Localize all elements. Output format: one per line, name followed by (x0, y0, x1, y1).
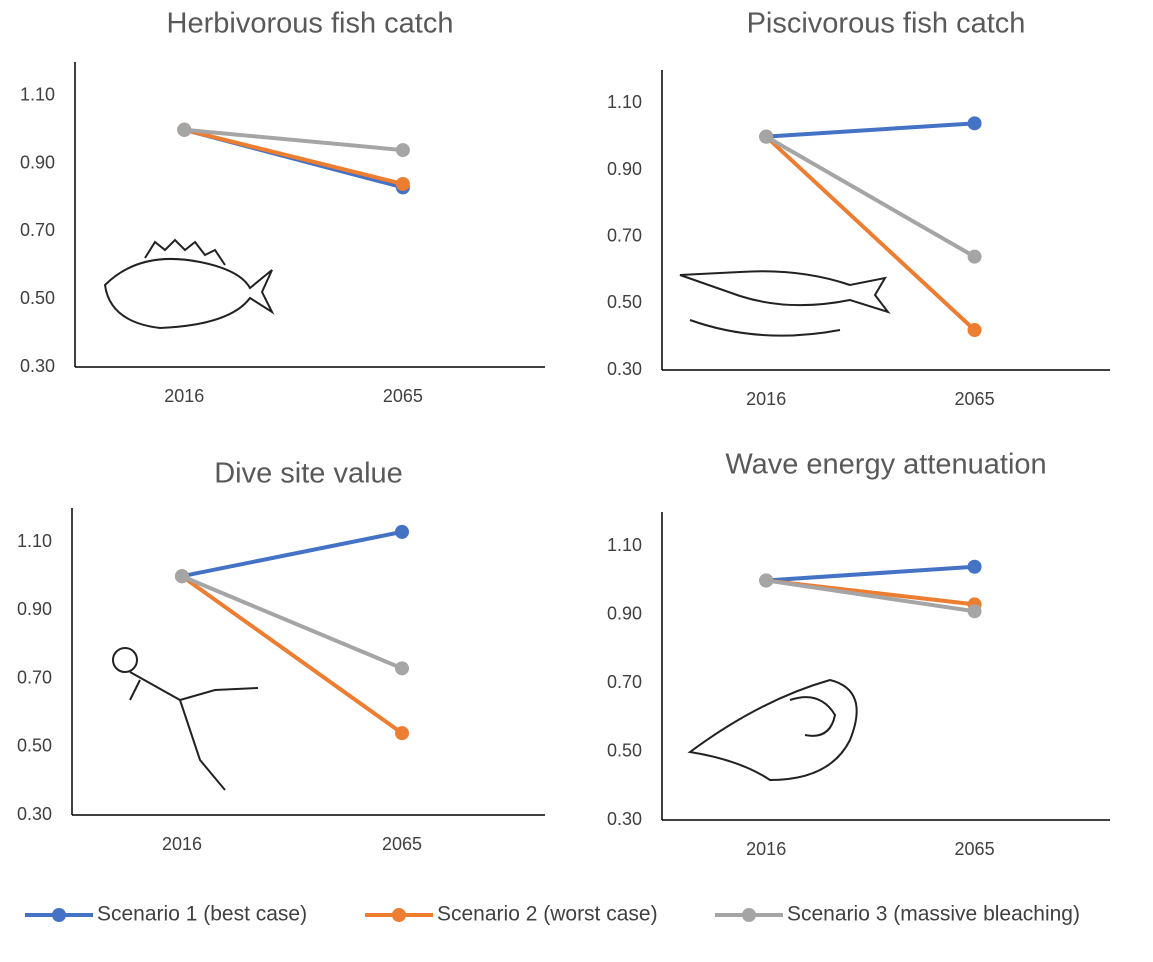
legend: Scenario 1 (best case) Scenario 2 (worst … (25, 903, 1080, 926)
chart: Herbivorous fish catch 0.30 0.50 0.70 0.90 1.… (0, 0, 1153, 957)
panel: Wave energy attenuation 0.30 0.50 0.70 0.90 1… (607, 449, 1110, 859)
point (395, 661, 409, 675)
legend-label: Scenario 2 (worst case) (437, 903, 658, 926)
y-tick-label: 0.90 (20, 152, 55, 172)
point (396, 143, 410, 157)
y-tick-label: 0.70 (17, 667, 52, 687)
x-tick-label: 2016 (746, 389, 786, 409)
x-tick-label: 2016 (162, 834, 202, 854)
legend-label: Scenario 1 (best case) (97, 903, 307, 926)
y-tick-label: 0.70 (607, 225, 642, 245)
legend-label: Scenario 3 (massive bleaching) (787, 903, 1080, 926)
point (759, 130, 773, 144)
x-tick-label: 2065 (955, 389, 995, 409)
series-line (766, 137, 974, 257)
series-line (766, 567, 974, 581)
y-tick-label: 0.50 (17, 736, 52, 756)
point (968, 250, 982, 264)
chart-title: Herbivorous fish catch (167, 8, 454, 40)
legend-marker (392, 908, 406, 922)
y-tick-label: 0.90 (17, 599, 52, 619)
panel: Piscivorous fish catch 0.30 0.50 0.70 0.90 1.… (607, 8, 1110, 409)
point (175, 569, 189, 583)
chart-title: Dive site value (214, 458, 403, 490)
legend-marker (742, 908, 756, 922)
series-line (766, 137, 974, 330)
series-line (184, 130, 403, 184)
x-tick-label: 2065 (955, 839, 995, 859)
point (968, 604, 982, 618)
panel: Herbivorous fish catch 0.30 0.50 0.70 0.90 1.… (20, 8, 545, 406)
x-tick-label: 2016 (746, 839, 786, 859)
y-tick-label: 1.10 (607, 92, 642, 112)
y-tick-label: 1.10 (607, 535, 642, 555)
point (968, 560, 982, 574)
y-tick-label: 0.30 (20, 356, 55, 376)
x-tick-label: 2016 (164, 386, 204, 406)
y-tick-label: 0.70 (20, 220, 55, 240)
x-tick-label: 2065 (383, 386, 423, 406)
y-tick-label: 0.50 (607, 740, 642, 760)
y-tick-label: 1.10 (20, 85, 55, 105)
y-tick-label: 0.30 (607, 809, 642, 829)
point (395, 726, 409, 740)
y-tick-label: 1.10 (17, 531, 52, 551)
y-tick-label: 0.30 (607, 359, 642, 379)
y-tick-label: 0.90 (607, 603, 642, 623)
chart-title: Piscivorous fish catch (747, 8, 1026, 40)
x-tick-label: 2065 (382, 834, 422, 854)
point (177, 123, 191, 137)
panel: Dive site value 0.30 0.50 0.70 0.90 1.10 2016 2… (17, 458, 545, 854)
illustration (105, 240, 888, 790)
y-tick-label: 0.30 (17, 804, 52, 824)
point (968, 116, 982, 130)
series-line (766, 123, 974, 136)
y-tick-label: 0.70 (607, 672, 642, 692)
series-line (766, 580, 974, 611)
point (759, 573, 773, 587)
point (968, 323, 982, 337)
legend-marker (52, 908, 66, 922)
series-line (182, 532, 402, 576)
point (395, 525, 409, 539)
point (396, 177, 410, 191)
chart-title: Wave energy attenuation (725, 449, 1046, 481)
y-tick-label: 0.50 (607, 292, 642, 312)
y-tick-label: 0.90 (607, 159, 642, 179)
y-tick-label: 0.50 (20, 288, 55, 308)
